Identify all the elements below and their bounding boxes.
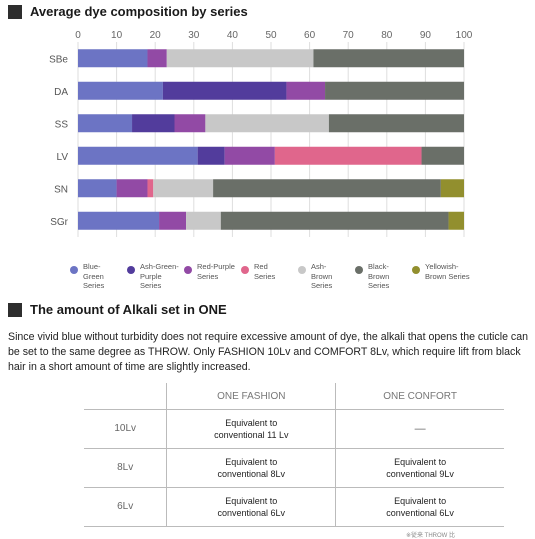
level-cell: 10Lv	[84, 409, 167, 449]
bar-segment	[78, 179, 117, 198]
confort-cell: Equivalent to conventional 6Lv	[335, 487, 504, 527]
bar-segment	[78, 49, 148, 68]
bar-segment	[440, 179, 464, 198]
bar-segment	[224, 146, 275, 165]
bar-segment	[286, 81, 326, 100]
alkali-heading-text: The amount of Alkali set in ONE	[30, 302, 227, 317]
alkali-paragraph: Since vivid blue without turbidity does …	[8, 331, 528, 373]
bar-segment	[421, 146, 464, 165]
table-row: 10Lv Equivalent to conventional 11 Lv —	[84, 409, 504, 449]
bar-segment	[147, 179, 154, 198]
category-label: DA	[54, 87, 68, 98]
category-label: SBe	[49, 54, 68, 65]
legend-swatch-icon	[355, 266, 363, 274]
x-tick-label: 50	[265, 30, 277, 41]
legend-item: Red-Purple Series	[184, 262, 235, 281]
legend-swatch-icon	[298, 266, 306, 274]
x-tick-label: 0	[75, 30, 81, 41]
table-row: 6Lv Equivalent to conventional 6Lv Equivale…	[84, 487, 504, 527]
category-label: SGr	[50, 217, 68, 228]
level-cell: 8Lv	[84, 448, 167, 488]
bar-segment	[197, 146, 225, 165]
heading-square-icon	[8, 302, 22, 317]
chart-legend: Blue- Green Series Ash-Green- Purple Series Re…	[70, 262, 535, 298]
table-corner	[84, 383, 167, 410]
table-header-row: ONE FASHION ONE CONFORT	[84, 383, 504, 410]
x-tick-label: 30	[188, 30, 200, 41]
legend-label: Red Series	[254, 262, 276, 281]
x-tick-label: 100	[456, 30, 473, 41]
category-label: LV	[57, 152, 69, 163]
bar-segment	[162, 81, 287, 100]
bar-segment	[220, 211, 449, 230]
table-note: ※従来 THROW 比	[405, 533, 455, 539]
legend-item: Ash- Brown Series	[298, 262, 332, 291]
column-header-one-confort: ONE CONFORT	[335, 383, 504, 410]
confort-cell: Equivalent to conventional 9Lv	[335, 448, 504, 488]
legend-label: Yellowish- Brown Series	[425, 262, 470, 281]
x-tick-label: 80	[381, 30, 393, 41]
bar-segment	[78, 146, 198, 165]
alkali-heading: The amount of Alkali set in ONE	[8, 302, 227, 317]
heading-square-icon	[8, 4, 22, 19]
level-cell: 6Lv	[84, 487, 167, 527]
bar-segment	[448, 211, 464, 230]
table-row: 8Lv Equivalent to conventional 8Lv Equivale…	[84, 448, 504, 488]
legend-item: Black- Brown Series	[355, 262, 389, 291]
bar-segment	[205, 114, 329, 133]
legend-item: Ash-Green- Purple Series	[127, 262, 179, 291]
legend-label: Black- Brown Series	[368, 262, 390, 290]
fashion-cell: Equivalent to conventional 6Lv	[166, 487, 336, 527]
bar-segment	[174, 114, 206, 133]
legend-swatch-icon	[127, 266, 135, 274]
x-tick-label: 40	[227, 30, 239, 41]
category-label: SN	[54, 184, 68, 195]
bar-segment	[313, 49, 464, 68]
legend-swatch-icon	[241, 266, 249, 274]
bar-segment	[153, 179, 214, 198]
column-header-one-fashion: ONE FASHION	[166, 383, 336, 410]
bar-segment	[274, 146, 422, 165]
bar-segment	[328, 114, 464, 133]
chart-heading-text: Average dye composition by series	[30, 4, 248, 19]
category-label: SS	[55, 119, 69, 130]
bar-segment	[186, 211, 221, 230]
bar-segment	[325, 81, 464, 100]
x-tick-label: 10	[111, 30, 123, 41]
legend-swatch-icon	[184, 266, 192, 274]
bar-segment	[78, 81, 163, 100]
confort-cell: —	[335, 409, 504, 449]
bar-segment	[147, 49, 167, 68]
fashion-cell: Equivalent to conventional 8Lv	[166, 448, 336, 488]
bar-segment	[116, 179, 148, 198]
bar-segment	[78, 114, 133, 133]
legend-label: Blue- Green Series	[83, 262, 105, 290]
x-tick-label: 20	[150, 30, 162, 41]
legend-label: Ash-Green- Purple Series	[140, 262, 179, 290]
bar-segment	[213, 179, 441, 198]
legend-swatch-icon	[412, 266, 420, 274]
x-tick-label: 90	[420, 30, 432, 41]
bar-segment	[159, 211, 187, 230]
legend-label: Red-Purple Series	[197, 262, 235, 281]
alkali-table: ONE FASHION ONE CONFORT 10Lv Equivalent t…	[84, 383, 504, 527]
bar-segment	[78, 211, 160, 230]
stacked-bar-chart: 0 10 20 30 40 50 60 70 80 90 100 SBe DA SS LV SN SGr	[49, 30, 473, 237]
bar-segment	[132, 114, 175, 133]
legend-label: Ash- Brown Series	[311, 262, 333, 290]
legend-item: Blue- Green Series	[70, 262, 104, 291]
chart-heading: Average dye composition by series	[8, 4, 248, 19]
x-tick-label: 60	[304, 30, 316, 41]
fashion-cell: Equivalent to conventional 11 Lv	[166, 409, 336, 449]
legend-swatch-icon	[70, 266, 78, 274]
legend-item: Yellowish- Brown Series	[412, 262, 470, 281]
x-tick-label: 70	[343, 30, 355, 41]
bar-segment	[166, 49, 314, 68]
legend-item: Red Series	[241, 262, 275, 281]
